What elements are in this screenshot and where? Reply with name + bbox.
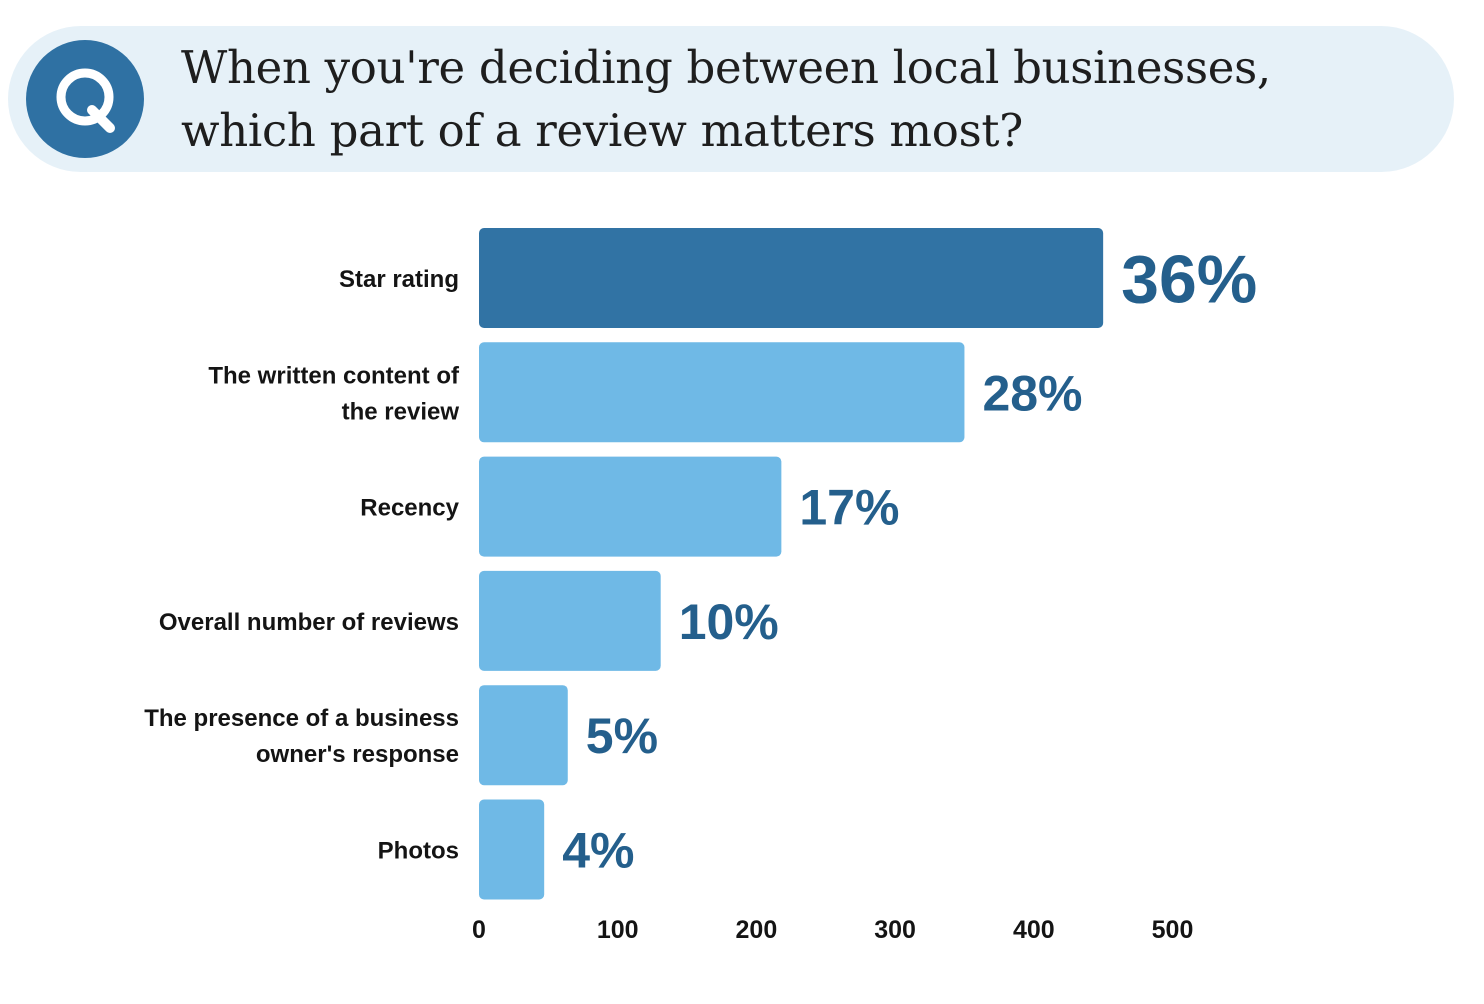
bar-1 (479, 342, 965, 443)
question-title: When you're deciding between local busin… (181, 36, 1401, 162)
value-label-0: 36% (1121, 241, 1257, 317)
value-label-1: 28% (982, 365, 1082, 421)
value-label-5: 4% (562, 823, 634, 879)
category-label-0: Star rating (339, 266, 459, 293)
bar-2 (479, 456, 782, 557)
value-label-2: 17% (799, 480, 899, 536)
category-label-1-line-1: the review (342, 398, 460, 425)
question-title-line-1: When you're deciding between local busin… (181, 41, 1271, 94)
category-label-5: Photos (378, 838, 459, 865)
x-tick-label-5: 500 (1152, 916, 1194, 944)
q-letter-icon (56, 68, 115, 133)
x-tick-label-2: 200 (736, 916, 778, 944)
x-tick-label-0: 0 (472, 916, 486, 944)
bar-3 (479, 570, 661, 671)
question-title-line-2: which part of a review matters most? (181, 104, 1023, 157)
x-tick-label-1: 100 (597, 916, 639, 944)
category-label-1-line-0: The written content of (208, 362, 460, 389)
question-banner (8, 26, 1454, 172)
category-label-3: Overall number of reviews (159, 609, 459, 636)
category-label-4-line-1: owner's response (256, 741, 459, 768)
value-label-4: 5% (586, 708, 658, 764)
value-label-3: 10% (679, 594, 779, 650)
category-label-4-line-0: The presence of a business (144, 705, 459, 732)
x-tick-label-3: 300 (874, 916, 916, 944)
category-label-2: Recency (360, 495, 459, 522)
x-tick-label-4: 400 (1013, 916, 1055, 944)
bar-5 (479, 799, 545, 900)
bar-4 (479, 685, 568, 786)
bar-0 (479, 228, 1104, 328)
question-badge (26, 40, 144, 158)
